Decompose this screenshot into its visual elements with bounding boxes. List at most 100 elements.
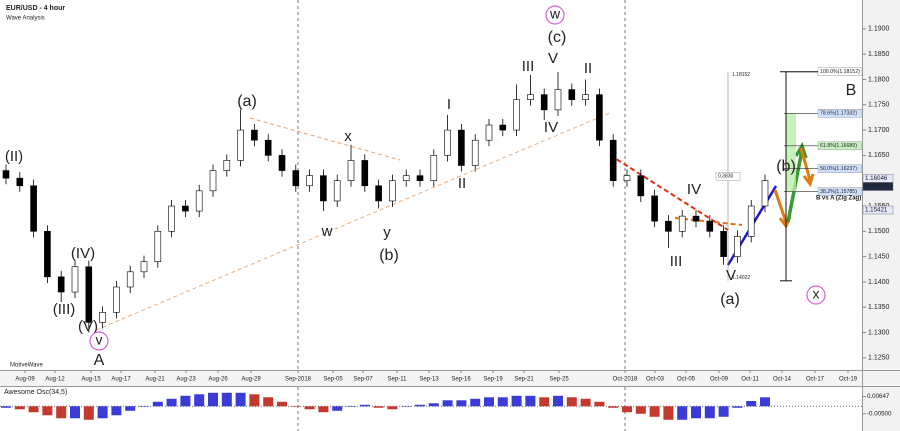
y-tick-label: 1.1250 <box>868 355 890 362</box>
x-tick-label: Aug-29 <box>241 377 261 383</box>
x-tick-label: Oct-11 <box>741 377 759 383</box>
candle-body <box>57 276 65 293</box>
candle-body <box>540 94 548 111</box>
candle-body <box>609 139 617 181</box>
osc-bar <box>732 406 743 408</box>
measure-label: 1.18152 <box>732 72 750 78</box>
y-tick-label: 1.1800 <box>868 76 890 83</box>
candle-body <box>99 311 106 323</box>
osc-bar <box>746 401 757 407</box>
osc-bar <box>594 401 605 407</box>
orange-arrow <box>799 147 815 188</box>
osc-bar <box>1 406 11 408</box>
wave-label: III <box>522 58 535 75</box>
fib-label-box <box>817 141 863 151</box>
osc-bar <box>663 406 674 420</box>
osc-bar <box>484 397 494 407</box>
osc-bar <box>691 406 701 419</box>
osc-bar <box>359 404 370 407</box>
price-axis-bg <box>862 0 900 431</box>
wave-label: x <box>344 128 352 145</box>
osc-bar <box>760 397 770 407</box>
osc-bar <box>608 406 619 408</box>
x-tick-label: Oct-2018 <box>613 377 638 383</box>
osc-bar <box>194 394 205 407</box>
candle-body <box>389 180 396 202</box>
fib-label-box <box>817 187 863 196</box>
measure-label: 1.14022 <box>732 275 750 281</box>
x-tick-label: Sep-19 <box>483 377 503 383</box>
osc-bar <box>346 406 356 407</box>
osc-tick-label: -0.00500 <box>867 410 892 417</box>
wave-label: IV <box>687 181 701 198</box>
osc-bar <box>249 394 260 407</box>
osc-bar <box>442 400 453 407</box>
candle-body <box>485 124 493 141</box>
fib-label: 78.6%(1.17332) <box>820 111 857 117</box>
candle-body <box>333 180 341 202</box>
wave-label: w <box>549 6 561 22</box>
x-tick-label: Sep-25 <box>549 377 569 383</box>
wave-label: (III) <box>53 301 76 318</box>
price-box-label: 1.15421 <box>865 207 888 214</box>
candle-body <box>30 185 37 232</box>
candle-body <box>596 94 603 141</box>
candle-body <box>623 175 631 181</box>
candle-body <box>554 89 562 111</box>
osc-bar <box>235 392 246 407</box>
x-tick-label: Aug-26 <box>208 377 228 383</box>
osc-bar <box>401 406 412 407</box>
x-tick-label: Aug-09 <box>15 377 35 383</box>
osc-bar <box>180 395 191 407</box>
wave-circle <box>545 5 565 25</box>
wave-label: A <box>94 352 105 369</box>
candle-body <box>237 129 244 161</box>
osc-bar <box>111 406 122 416</box>
osc-bar <box>125 406 136 411</box>
fib-title: B vs A (Zig Zag) <box>816 196 861 202</box>
osc-bar <box>677 406 688 420</box>
price-box-label: 1.16046 <box>865 175 888 182</box>
y-tick-label: 1.1650 <box>868 152 890 159</box>
x-tick-label: Sep-21 <box>514 377 534 383</box>
osc-bar <box>373 406 384 408</box>
candle-body <box>471 139 479 166</box>
chart-title: EUR/USD - 4 hour <box>6 5 65 12</box>
candle-body <box>527 94 534 101</box>
price-box <box>862 205 894 215</box>
wave-circle <box>806 285 826 305</box>
osc-bar <box>566 397 577 407</box>
oscillator-title: Awesome Osc(34,5) <box>4 389 67 396</box>
candle-body <box>251 129 258 141</box>
candle-body <box>761 180 769 207</box>
y-tick-label: 1.1450 <box>868 253 890 260</box>
osc-bar <box>221 392 232 407</box>
wave-label: x <box>813 286 820 302</box>
x-tick-label: Oct-03 <box>646 377 665 383</box>
wave-label: (IV) <box>71 245 95 262</box>
wave-label: II <box>584 60 592 77</box>
chart-subtitle: Wave Analysis <box>6 16 45 22</box>
y-tick-label: 1.1400 <box>868 279 890 286</box>
wave-label: V <box>548 50 558 67</box>
osc-bar <box>511 395 522 407</box>
watermark: MotiveWave <box>10 363 43 369</box>
fibonacci: 100.0%(1.18152) 78.6%(1.17332) 61.8%(1.166… <box>715 67 863 282</box>
x-tick-label: Oct-09 <box>710 377 729 383</box>
candle-body <box>375 185 382 202</box>
osc-bar <box>635 406 646 414</box>
candle-body <box>44 231 51 278</box>
candle-body <box>720 231 727 257</box>
candle-body <box>154 231 162 262</box>
x-tick-label: Aug-15 <box>81 377 101 383</box>
wave-label: (a) <box>720 291 740 308</box>
candle-body <box>2 170 10 179</box>
candle-body <box>637 175 645 197</box>
wave-label: II <box>458 175 466 192</box>
osc-bar <box>318 406 329 413</box>
fib-label: 38.2%(1.15785) <box>820 189 857 195</box>
trend-line <box>249 117 401 161</box>
trend-line <box>609 154 729 231</box>
osc-bar <box>83 406 94 420</box>
osc-bar <box>622 406 632 413</box>
